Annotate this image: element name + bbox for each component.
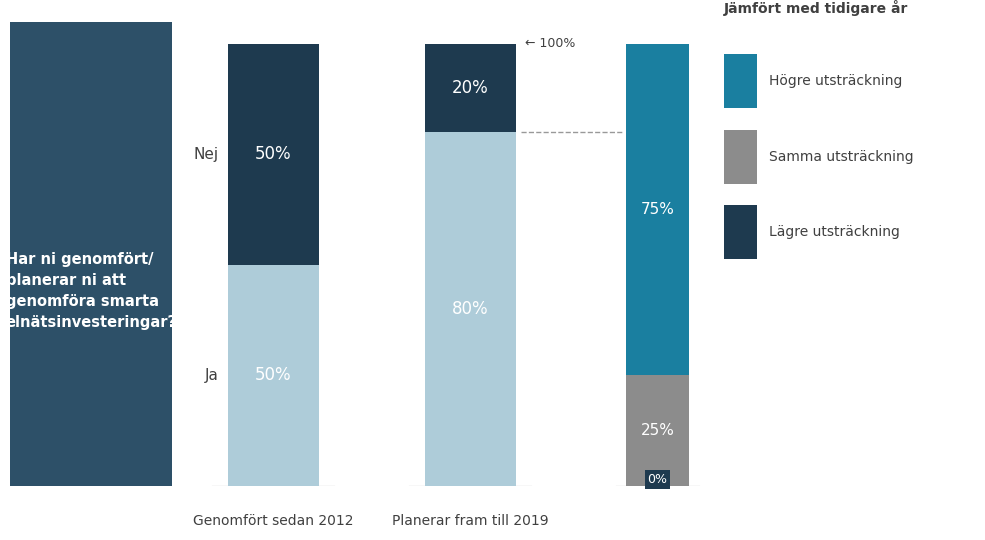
Bar: [228, 265, 319, 486]
Text: 50%: 50%: [255, 367, 292, 384]
Bar: [724, 205, 756, 259]
Text: 25%: 25%: [640, 423, 675, 438]
Bar: [724, 130, 756, 184]
Bar: [626, 44, 689, 375]
Text: ← 100%: ← 100%: [525, 37, 575, 50]
Text: Nej: Nej: [193, 147, 219, 162]
Text: 80%: 80%: [452, 300, 489, 318]
Text: 50%: 50%: [255, 145, 292, 163]
Text: Högre utsträckning: Högre utsträckning: [769, 74, 902, 88]
Bar: [228, 44, 319, 265]
Bar: [425, 132, 516, 486]
Bar: [626, 375, 689, 486]
Bar: [425, 44, 516, 132]
Text: Genomfört sedan 2012: Genomfört sedan 2012: [193, 514, 354, 528]
Text: 20%: 20%: [452, 79, 489, 97]
Text: Samma utsträckning: Samma utsträckning: [769, 150, 914, 164]
Text: 0%: 0%: [647, 473, 668, 486]
Bar: [724, 54, 756, 108]
Text: Jämfört med tidigare år: Jämfört med tidigare år: [724, 0, 908, 16]
Text: 75%: 75%: [640, 202, 675, 217]
Text: Ja: Ja: [205, 368, 219, 383]
Text: Lägre utsträckning: Lägre utsträckning: [769, 225, 900, 239]
Text: Har ni genomfört/
planerar ni att
genomföra smarta
elnätsinvesteringar?: Har ni genomfört/ planerar ni att genomf…: [6, 252, 176, 330]
Text: Planerar fram till 2019: Planerar fram till 2019: [392, 514, 549, 528]
